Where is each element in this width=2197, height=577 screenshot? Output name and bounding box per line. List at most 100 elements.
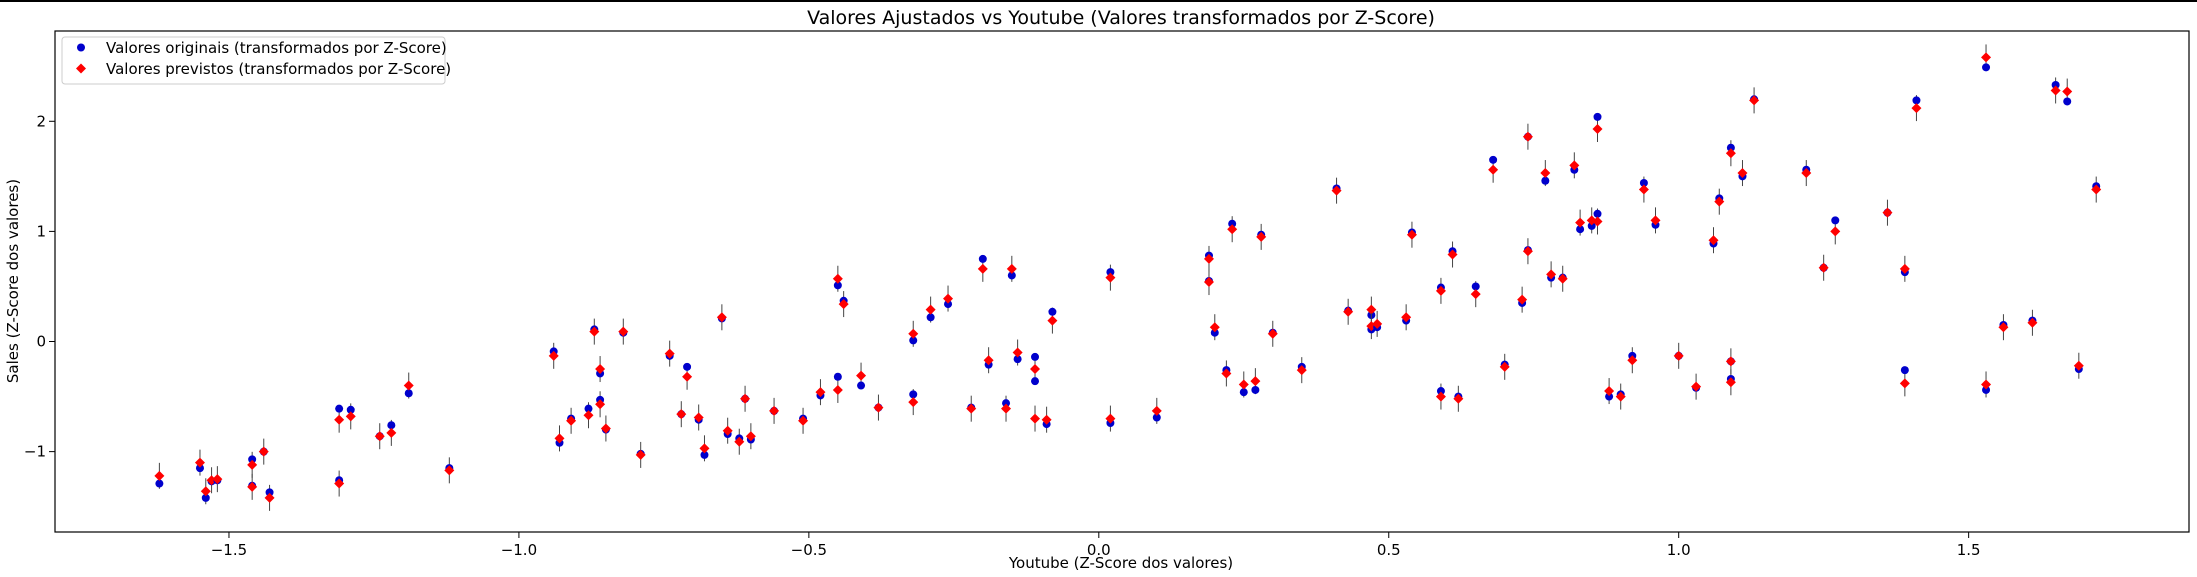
predicted-point (664, 348, 675, 359)
original-point (1831, 216, 1840, 225)
predicted-point (1540, 168, 1551, 179)
legend-marker-original (77, 43, 85, 52)
predicted-point (1105, 413, 1116, 424)
predicted-point (1105, 272, 1116, 283)
predicted-point (386, 427, 397, 438)
predicted-point (264, 492, 275, 503)
original-point (1576, 225, 1585, 234)
predicted-point (1981, 52, 1992, 63)
original-point (1106, 268, 1115, 277)
predicted-point (2050, 85, 2061, 96)
predicted-point (1557, 273, 1568, 284)
predicted-point (1012, 347, 1023, 358)
predicted-point (1209, 322, 1220, 333)
predicted-point (1627, 355, 1638, 366)
predicted-point (1899, 263, 1910, 274)
original-point (1587, 221, 1596, 230)
predicted-point (1401, 312, 1412, 323)
predicted-point (1546, 269, 1557, 280)
predicted-point (1604, 386, 1615, 397)
predicted-point (815, 387, 826, 398)
predicted-point (2027, 317, 2038, 328)
original-point (1982, 63, 1991, 72)
original-point (1593, 112, 1602, 121)
predicted-point (1615, 391, 1626, 402)
y-axis: −1 0 1 2 (24, 112, 55, 461)
original-point (2063, 97, 2072, 106)
predicted-point (1227, 224, 1238, 235)
predicted-point (1267, 328, 1278, 339)
predicted-point (566, 415, 577, 426)
original-point (1982, 385, 1991, 394)
predicted-point (838, 299, 849, 310)
predicted-point (769, 405, 780, 416)
predicted-point (873, 402, 884, 413)
predicted-point (1030, 364, 1041, 375)
predicted-point (983, 355, 994, 366)
predicted-point (1882, 207, 1893, 218)
x-tick-label: 0.5 (1377, 541, 1401, 559)
predicted-point (1047, 315, 1058, 326)
predicted-point (1203, 277, 1214, 288)
original-point (335, 404, 344, 413)
predicted-point (740, 393, 751, 404)
predicted-point (832, 384, 843, 395)
original-point (1900, 366, 1909, 375)
predicted-point (1749, 95, 1760, 106)
x-axis: −1.5 −1.0 −0.5 0.0 0.5 1.0 1.5 (211, 532, 1981, 559)
predicted-point (1801, 168, 1812, 179)
legend: Valores originais (transformados por Z-S… (61, 36, 451, 85)
predicted-point (345, 411, 356, 422)
predicted-point (1830, 226, 1841, 237)
predicted-point (1453, 393, 1464, 404)
original-point (1639, 178, 1648, 187)
predicted-point (589, 326, 600, 337)
original-point (944, 300, 953, 309)
original-point (909, 336, 918, 345)
predicted-point (1725, 356, 1736, 367)
original-point (387, 421, 396, 430)
predicted-point (154, 470, 165, 481)
original-point (700, 450, 709, 459)
predicted-point (716, 312, 727, 323)
predicted-point (1030, 413, 1041, 424)
original-point (1152, 413, 1161, 422)
original-point (1251, 385, 1260, 394)
predicted-point (1041, 414, 1052, 425)
predicted-point (1296, 365, 1307, 376)
original-point (683, 362, 692, 371)
y-axis-label: Sales (Z-Score dos valores) (4, 179, 22, 383)
predicted-point (1372, 318, 1383, 329)
original-point (1489, 155, 1498, 164)
x-tick-label: 1.5 (1957, 541, 1981, 559)
predicted-point (548, 350, 559, 361)
predicted-point (1725, 148, 1736, 159)
original-point (195, 464, 204, 473)
original-point (248, 455, 257, 464)
original-point (909, 390, 918, 399)
predicted-point (908, 328, 919, 339)
predicted-point (194, 457, 205, 468)
predicted-point (1470, 289, 1481, 300)
original-point (155, 479, 164, 488)
predicted-point (977, 263, 988, 274)
original-point (1605, 392, 1614, 401)
predicted-point (1708, 235, 1719, 246)
x-tick-label: −1.0 (501, 541, 537, 559)
predicted-point (798, 415, 809, 426)
original-point (1593, 209, 1602, 218)
predicted-point (554, 433, 565, 444)
predicted-point (595, 399, 606, 410)
original-point (1726, 143, 1735, 152)
original-point (1239, 388, 1248, 397)
chart-title: Valores Ajustados vs Youtube (Valores tr… (807, 7, 1435, 29)
predicted-point (600, 423, 611, 434)
legend-label-original: Valores originais (transformados por Z-S… (106, 39, 447, 57)
predicted-point (925, 304, 936, 315)
predicted-point (1006, 263, 1017, 274)
predicted-point (693, 412, 704, 423)
predicted-point (966, 403, 977, 414)
x-tick-label: −1.5 (211, 541, 247, 559)
predicted-point (1592, 216, 1603, 227)
